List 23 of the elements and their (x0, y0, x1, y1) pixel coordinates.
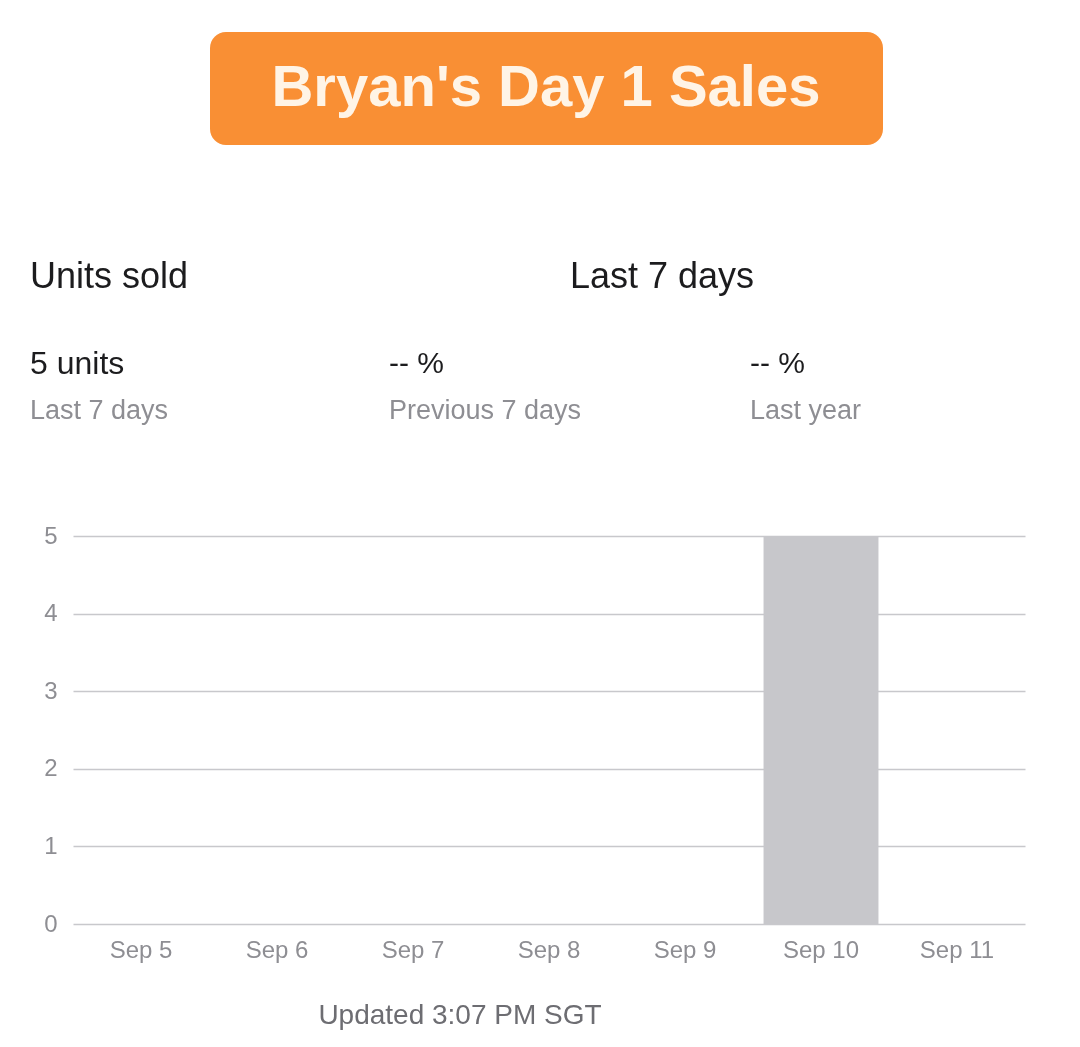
text: Units sold (30, 255, 189, 296)
x-tick-label: Sep 7 (381, 935, 445, 963)
x-tick-label: Sep 11 (919, 935, 995, 963)
text: Last 7 days (570, 255, 755, 296)
y-tick-label: 2 (44, 754, 58, 782)
x-tick-label: Sep 6 (245, 935, 309, 963)
text: -- % (389, 346, 444, 379)
text: Updated 3:07 PM SGT (318, 999, 602, 1030)
y-tick-label: 3 (44, 676, 58, 704)
x-tick-label: Sep 8 (517, 935, 581, 963)
y-tick-label: 4 (44, 599, 58, 627)
text: 5 units (30, 345, 125, 381)
text: Last 7 days (30, 395, 169, 425)
y-tick-label: 0 (44, 909, 58, 937)
y-tick-label: 1 (44, 831, 58, 859)
text: Previous 7 days (389, 395, 582, 425)
text: Last year (750, 395, 862, 425)
x-tick-label: Sep 10 (782, 935, 860, 963)
x-tick-label: Sep 9 (653, 935, 717, 963)
x-tick-label: Sep 5 (109, 935, 173, 963)
y-tick-label: 5 (44, 521, 58, 549)
chart-title: Bryan's Day 1 Sales (271, 53, 821, 118)
text: -- % (750, 346, 805, 379)
